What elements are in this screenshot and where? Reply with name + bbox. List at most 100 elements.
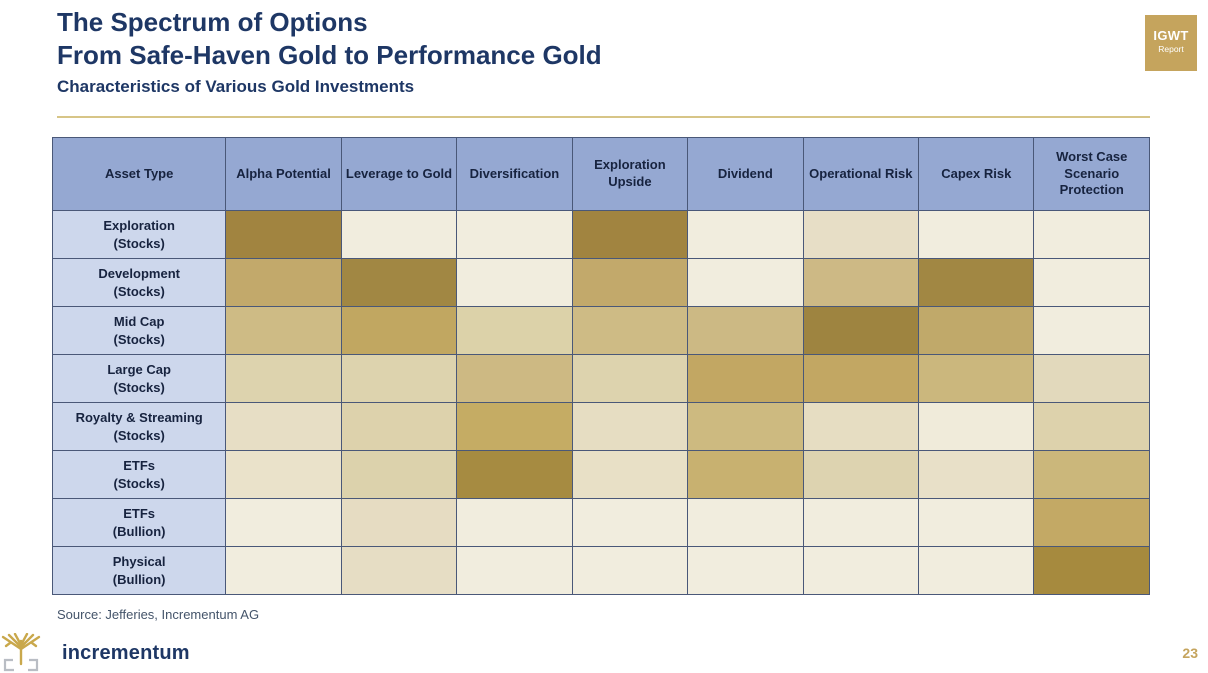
heat-cell	[687, 306, 804, 355]
heat-cell	[456, 498, 573, 547]
row-label-type: (Bullion)	[112, 523, 166, 539]
page-subtitle: Characteristics of Various Gold Investme…	[57, 77, 415, 96]
heat-cell	[456, 402, 573, 451]
heat-cell	[802, 450, 920, 499]
row-label-name: Physical	[112, 553, 166, 569]
row-label: Royalty & Streaming (Stocks)	[51, 402, 227, 451]
heat-cell	[225, 354, 342, 403]
heat-cell	[918, 258, 1035, 307]
gold-investments-table: Asset Type Alpha Potential Leverage to Gol…	[51, 137, 1150, 595]
table-row: Development (Stocks)	[51, 258, 1150, 307]
heat-cell	[225, 402, 342, 451]
page-title-line1: The Spectrum of Options	[57, 7, 368, 37]
heat-cell	[340, 498, 458, 547]
column-header: Leverage to Gold	[340, 137, 458, 211]
heat-cell	[571, 306, 689, 355]
page-title: The Spectrum of Options From Safe-Haven …	[57, 6, 602, 71]
column-header: Alpha Potential	[225, 137, 342, 211]
heat-cell	[802, 354, 920, 403]
table-row: ETFs (Stocks)	[51, 450, 1150, 499]
heat-cell	[340, 210, 458, 259]
heat-cell	[225, 306, 342, 355]
badge-subtitle: Report	[1158, 44, 1184, 54]
table-body: Exploration (Stocks) Development (Stocks) Mi…	[51, 210, 1150, 595]
heat-cell	[1033, 210, 1150, 259]
page-title-line2: From Safe-Haven Gold to Performance Gold	[57, 39, 602, 70]
column-header: Operational Risk	[802, 137, 920, 211]
heat-cell	[225, 498, 342, 547]
heat-cell	[687, 402, 804, 451]
heat-cell	[456, 546, 573, 595]
heat-cell	[687, 210, 804, 259]
column-header: Exploration Upside	[571, 137, 689, 211]
heat-cell	[918, 450, 1035, 499]
heat-cell	[687, 498, 804, 547]
heat-cell	[456, 354, 573, 403]
row-label-name: Large Cap	[107, 361, 171, 377]
heat-cell	[687, 258, 804, 307]
table-row: Physical (Bullion)	[51, 546, 1150, 595]
heat-cell	[225, 450, 342, 499]
heat-cell	[340, 450, 458, 499]
heat-cell	[340, 258, 458, 307]
heat-cell	[340, 402, 458, 451]
heat-cell	[802, 306, 920, 355]
row-label: ETFs (Stocks)	[51, 450, 227, 499]
row-label: Physical (Bullion)	[51, 546, 227, 595]
table-header-row: Asset Type Alpha Potential Leverage to Gol…	[51, 137, 1150, 211]
row-label: Exploration (Stocks)	[51, 210, 227, 259]
heat-cell	[571, 546, 689, 595]
heat-cell	[456, 450, 573, 499]
igwt-report-badge: IGWT Report	[1145, 15, 1197, 71]
heat-cell	[456, 210, 573, 259]
row-label-type: (Stocks)	[113, 235, 165, 251]
gold-divider-rule	[57, 116, 1150, 118]
page-number: 23	[1182, 645, 1198, 661]
heat-cell	[571, 258, 689, 307]
heat-cell	[918, 210, 1035, 259]
row-label: ETFs (Bullion)	[51, 498, 227, 547]
heat-cell	[571, 210, 689, 259]
heat-cell	[687, 546, 804, 595]
heat-cell	[687, 450, 804, 499]
table-row: Mid Cap (Stocks)	[51, 306, 1150, 355]
heat-cell	[456, 306, 573, 355]
table-row: Large Cap (Stocks)	[51, 354, 1150, 403]
heat-cell	[225, 258, 342, 307]
table-header: Asset Type Alpha Potential Leverage to Gol…	[51, 137, 1150, 211]
row-label: Development (Stocks)	[51, 258, 227, 307]
logo-text: incrementum	[62, 641, 190, 664]
heat-cell	[1033, 450, 1150, 499]
column-header: Diversification	[456, 137, 573, 211]
heat-cell	[225, 210, 342, 259]
row-label-type: (Stocks)	[113, 379, 165, 395]
heat-cell	[687, 354, 804, 403]
heat-cell	[1033, 306, 1150, 355]
row-label-type: (Stocks)	[113, 283, 165, 299]
heat-cell	[571, 402, 689, 451]
heat-cell	[340, 546, 458, 595]
row-label-type: (Stocks)	[113, 475, 165, 491]
row-label-name: ETFs	[123, 505, 156, 521]
incrementum-logo: incrementum	[0, 633, 190, 673]
table-row: Exploration (Stocks)	[51, 210, 1150, 259]
table-row: ETFs (Bullion)	[51, 498, 1150, 547]
column-header: Worst Case Scenario Protection	[1033, 137, 1150, 211]
heat-cell	[802, 258, 920, 307]
column-header: Dividend	[687, 137, 804, 211]
heat-cell	[918, 402, 1035, 451]
row-label: Large Cap (Stocks)	[51, 354, 227, 403]
row-label-type: (Stocks)	[113, 331, 165, 347]
heat-cell	[225, 546, 342, 595]
row-label-type: (Stocks)	[113, 427, 165, 443]
heat-cell	[918, 546, 1035, 595]
heat-cell	[340, 354, 458, 403]
row-label-name: Exploration	[103, 217, 175, 233]
heat-cell	[918, 354, 1035, 403]
heat-cell	[571, 450, 689, 499]
row-label-name: Development	[98, 265, 180, 281]
heat-cell	[456, 258, 573, 307]
source-note: Source: Jefferies, Incrementum AG	[57, 607, 260, 622]
row-label-name: Mid Cap	[113, 313, 165, 329]
